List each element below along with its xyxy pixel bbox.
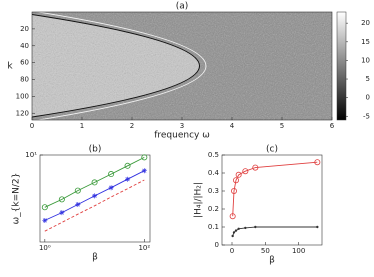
y-tick-label: 0.4 bbox=[208, 169, 220, 177]
marker bbox=[230, 187, 237, 194]
y-axis-label: k bbox=[7, 62, 13, 72]
marker bbox=[59, 210, 65, 216]
marker bbox=[235, 171, 242, 178]
x-tick-label: 5 bbox=[280, 122, 284, 130]
colorbar bbox=[336, 11, 347, 121]
plot-frame bbox=[39, 154, 151, 243]
marker bbox=[125, 176, 131, 182]
series-line bbox=[232, 161, 318, 217]
x-tick-label: 10² bbox=[138, 244, 150, 252]
marker bbox=[237, 227, 240, 230]
marker bbox=[58, 196, 65, 203]
colorbar-tick-label: 5 bbox=[366, 75, 370, 83]
marker bbox=[92, 193, 98, 199]
panel-title: (a) bbox=[176, 2, 189, 12]
x-tick-label: 10⁰ bbox=[39, 244, 51, 252]
colorbar-tick-label: 0 bbox=[366, 94, 370, 102]
colorbar-tick-label: 10 bbox=[361, 56, 370, 64]
y-tick-label: 0.3 bbox=[208, 187, 219, 195]
x-tick-label: 50 bbox=[261, 247, 270, 255]
marker bbox=[229, 213, 236, 220]
marker bbox=[244, 226, 247, 230]
x-tick-label: 6 bbox=[330, 122, 335, 130]
marker bbox=[141, 168, 147, 174]
marker bbox=[242, 168, 249, 175]
marker bbox=[231, 234, 234, 238]
marker bbox=[232, 231, 236, 234]
marker bbox=[254, 225, 257, 229]
y-tick-label: 120 bbox=[16, 109, 29, 117]
series-line bbox=[44, 156, 145, 208]
panel-title: (c) bbox=[266, 145, 278, 155]
y-tick-label: 10¹ bbox=[25, 151, 37, 159]
colorbar-tick-label: 20 bbox=[361, 19, 370, 27]
marker bbox=[108, 171, 115, 178]
y-tick-label: 0.1 bbox=[208, 223, 219, 231]
x-tick-label: 0 bbox=[30, 122, 34, 130]
marker bbox=[234, 229, 238, 232]
y-tick-label: 80 bbox=[20, 76, 29, 84]
marker bbox=[41, 204, 48, 211]
y-tick-label: 0.2 bbox=[208, 205, 219, 213]
y-tick-label: 60 bbox=[20, 59, 29, 67]
y-axis-label: ω_{k=N/2} bbox=[12, 173, 22, 225]
marker bbox=[42, 217, 48, 223]
x-tick-label: 100 bbox=[292, 247, 305, 255]
x-tick-label: 2 bbox=[130, 122, 134, 130]
x-tick-label: 0 bbox=[230, 247, 234, 255]
y-axis-label: |H₄|/|H₂| bbox=[194, 182, 204, 218]
x-tick-label: 4 bbox=[230, 122, 235, 130]
colorbar-tick-label: 15 bbox=[361, 38, 370, 46]
series-line bbox=[44, 179, 145, 232]
marker bbox=[314, 159, 321, 166]
x-tick-label: 1 bbox=[80, 122, 84, 130]
y-tick-label: 100 bbox=[16, 92, 29, 100]
marker bbox=[141, 154, 148, 161]
plot-frame bbox=[221, 154, 323, 246]
marker bbox=[316, 225, 319, 229]
marker bbox=[74, 187, 81, 194]
y-tick-label: 0 bbox=[215, 241, 219, 249]
x-axis-label: β bbox=[92, 253, 98, 263]
heatmap-image bbox=[32, 12, 332, 120]
marker bbox=[91, 179, 98, 186]
panel-title: (b) bbox=[89, 145, 102, 155]
marker bbox=[75, 201, 81, 207]
y-tick-label: 20 bbox=[20, 25, 29, 33]
x-tick-label: 3 bbox=[180, 122, 184, 130]
x-axis-label: β bbox=[269, 256, 275, 266]
y-tick-label: 40 bbox=[20, 42, 29, 50]
marker bbox=[252, 164, 259, 171]
y-tick-label: 0.5 bbox=[208, 151, 219, 159]
x-axis-label: frequency ω bbox=[154, 131, 210, 141]
marker bbox=[232, 177, 239, 184]
marker bbox=[124, 162, 131, 169]
colorbar-tick-label: -5 bbox=[363, 112, 370, 120]
marker bbox=[108, 185, 114, 191]
